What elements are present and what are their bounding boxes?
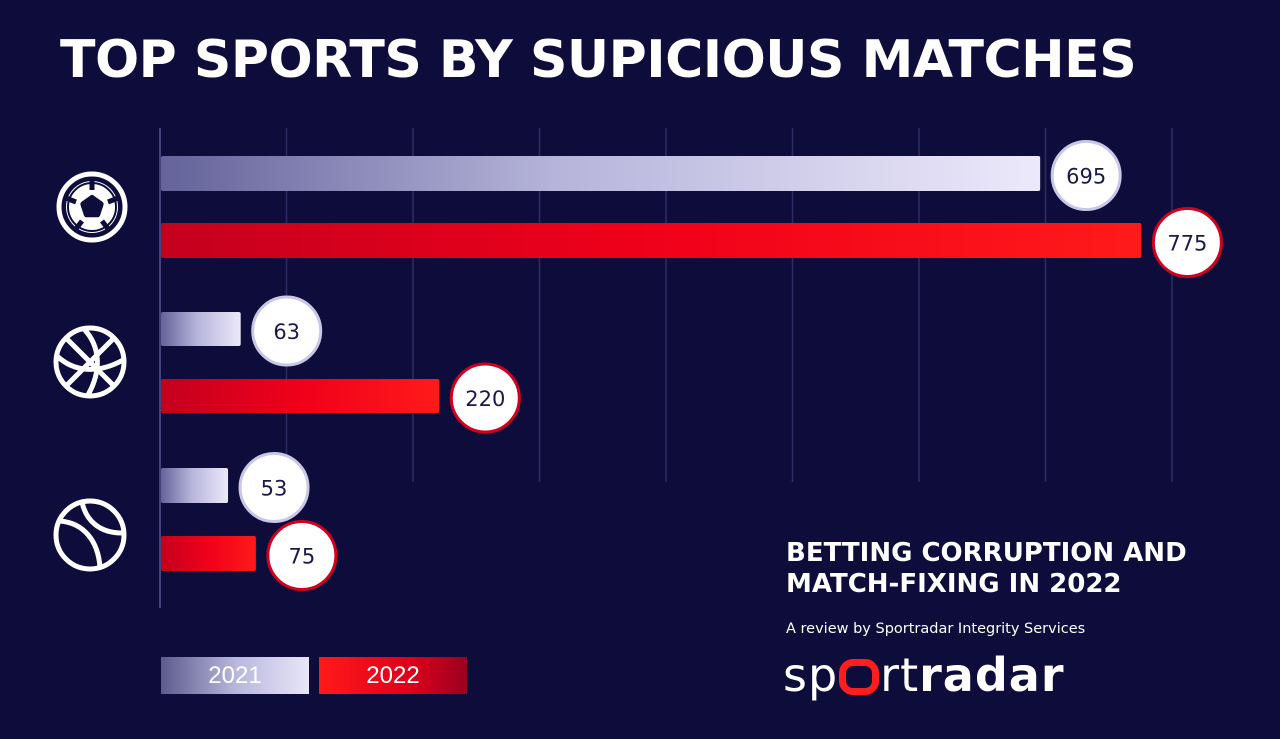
report-heading: BETTING CORRUPTION AND MATCH-FIXING IN 2… <box>786 538 1226 600</box>
logo-part3: radar <box>919 648 1065 702</box>
value-label-football-2022: 775 <box>1151 207 1223 278</box>
report-heading-line1: BETTING CORRUPTION AND <box>786 538 1187 568</box>
bar-football-2022 <box>161 223 1142 258</box>
report-heading-line2: MATCH-FIXING IN 2022 <box>786 569 1122 599</box>
logo-o-mark <box>839 659 880 695</box>
logo-part2: rt <box>880 648 920 702</box>
bar-basketball-2021 <box>161 312 241 346</box>
report-subheading: A review by Sportradar Integrity Service… <box>786 621 1086 637</box>
svg-text:695: 695 <box>1066 165 1106 189</box>
logo-part1: sp <box>783 648 839 702</box>
sportradar-logo: sp rtradar <box>783 648 1065 702</box>
svg-text:53: 53 <box>261 477 288 501</box>
chart-title: TOP SPORTS BY SUPICIOUS MATCHES <box>60 30 1137 90</box>
legend-2022: 2022 <box>319 657 467 694</box>
value-label-football-2021: 695 <box>1050 140 1122 211</box>
legend-2021: 2021 <box>161 657 309 694</box>
bar-football-2021 <box>161 156 1041 191</box>
svg-text:63: 63 <box>273 320 300 344</box>
basketball-icon <box>53 325 127 399</box>
svg-text:75: 75 <box>289 545 316 569</box>
value-label-basketball-2021: 63 <box>251 295 323 367</box>
football-icon <box>56 171 128 243</box>
svg-text:220: 220 <box>465 387 505 411</box>
bar-tennis-2022 <box>161 536 256 571</box>
value-label-basketball-2022: 220 <box>449 362 521 434</box>
value-label-tennis-2021: 53 <box>238 452 310 523</box>
svg-text:775: 775 <box>1167 232 1207 256</box>
tennis-icon <box>53 498 127 572</box>
bar-basketball-2022 <box>161 379 440 413</box>
bar-tennis-2021 <box>161 468 229 503</box>
value-label-tennis-2022: 75 <box>266 520 338 591</box>
